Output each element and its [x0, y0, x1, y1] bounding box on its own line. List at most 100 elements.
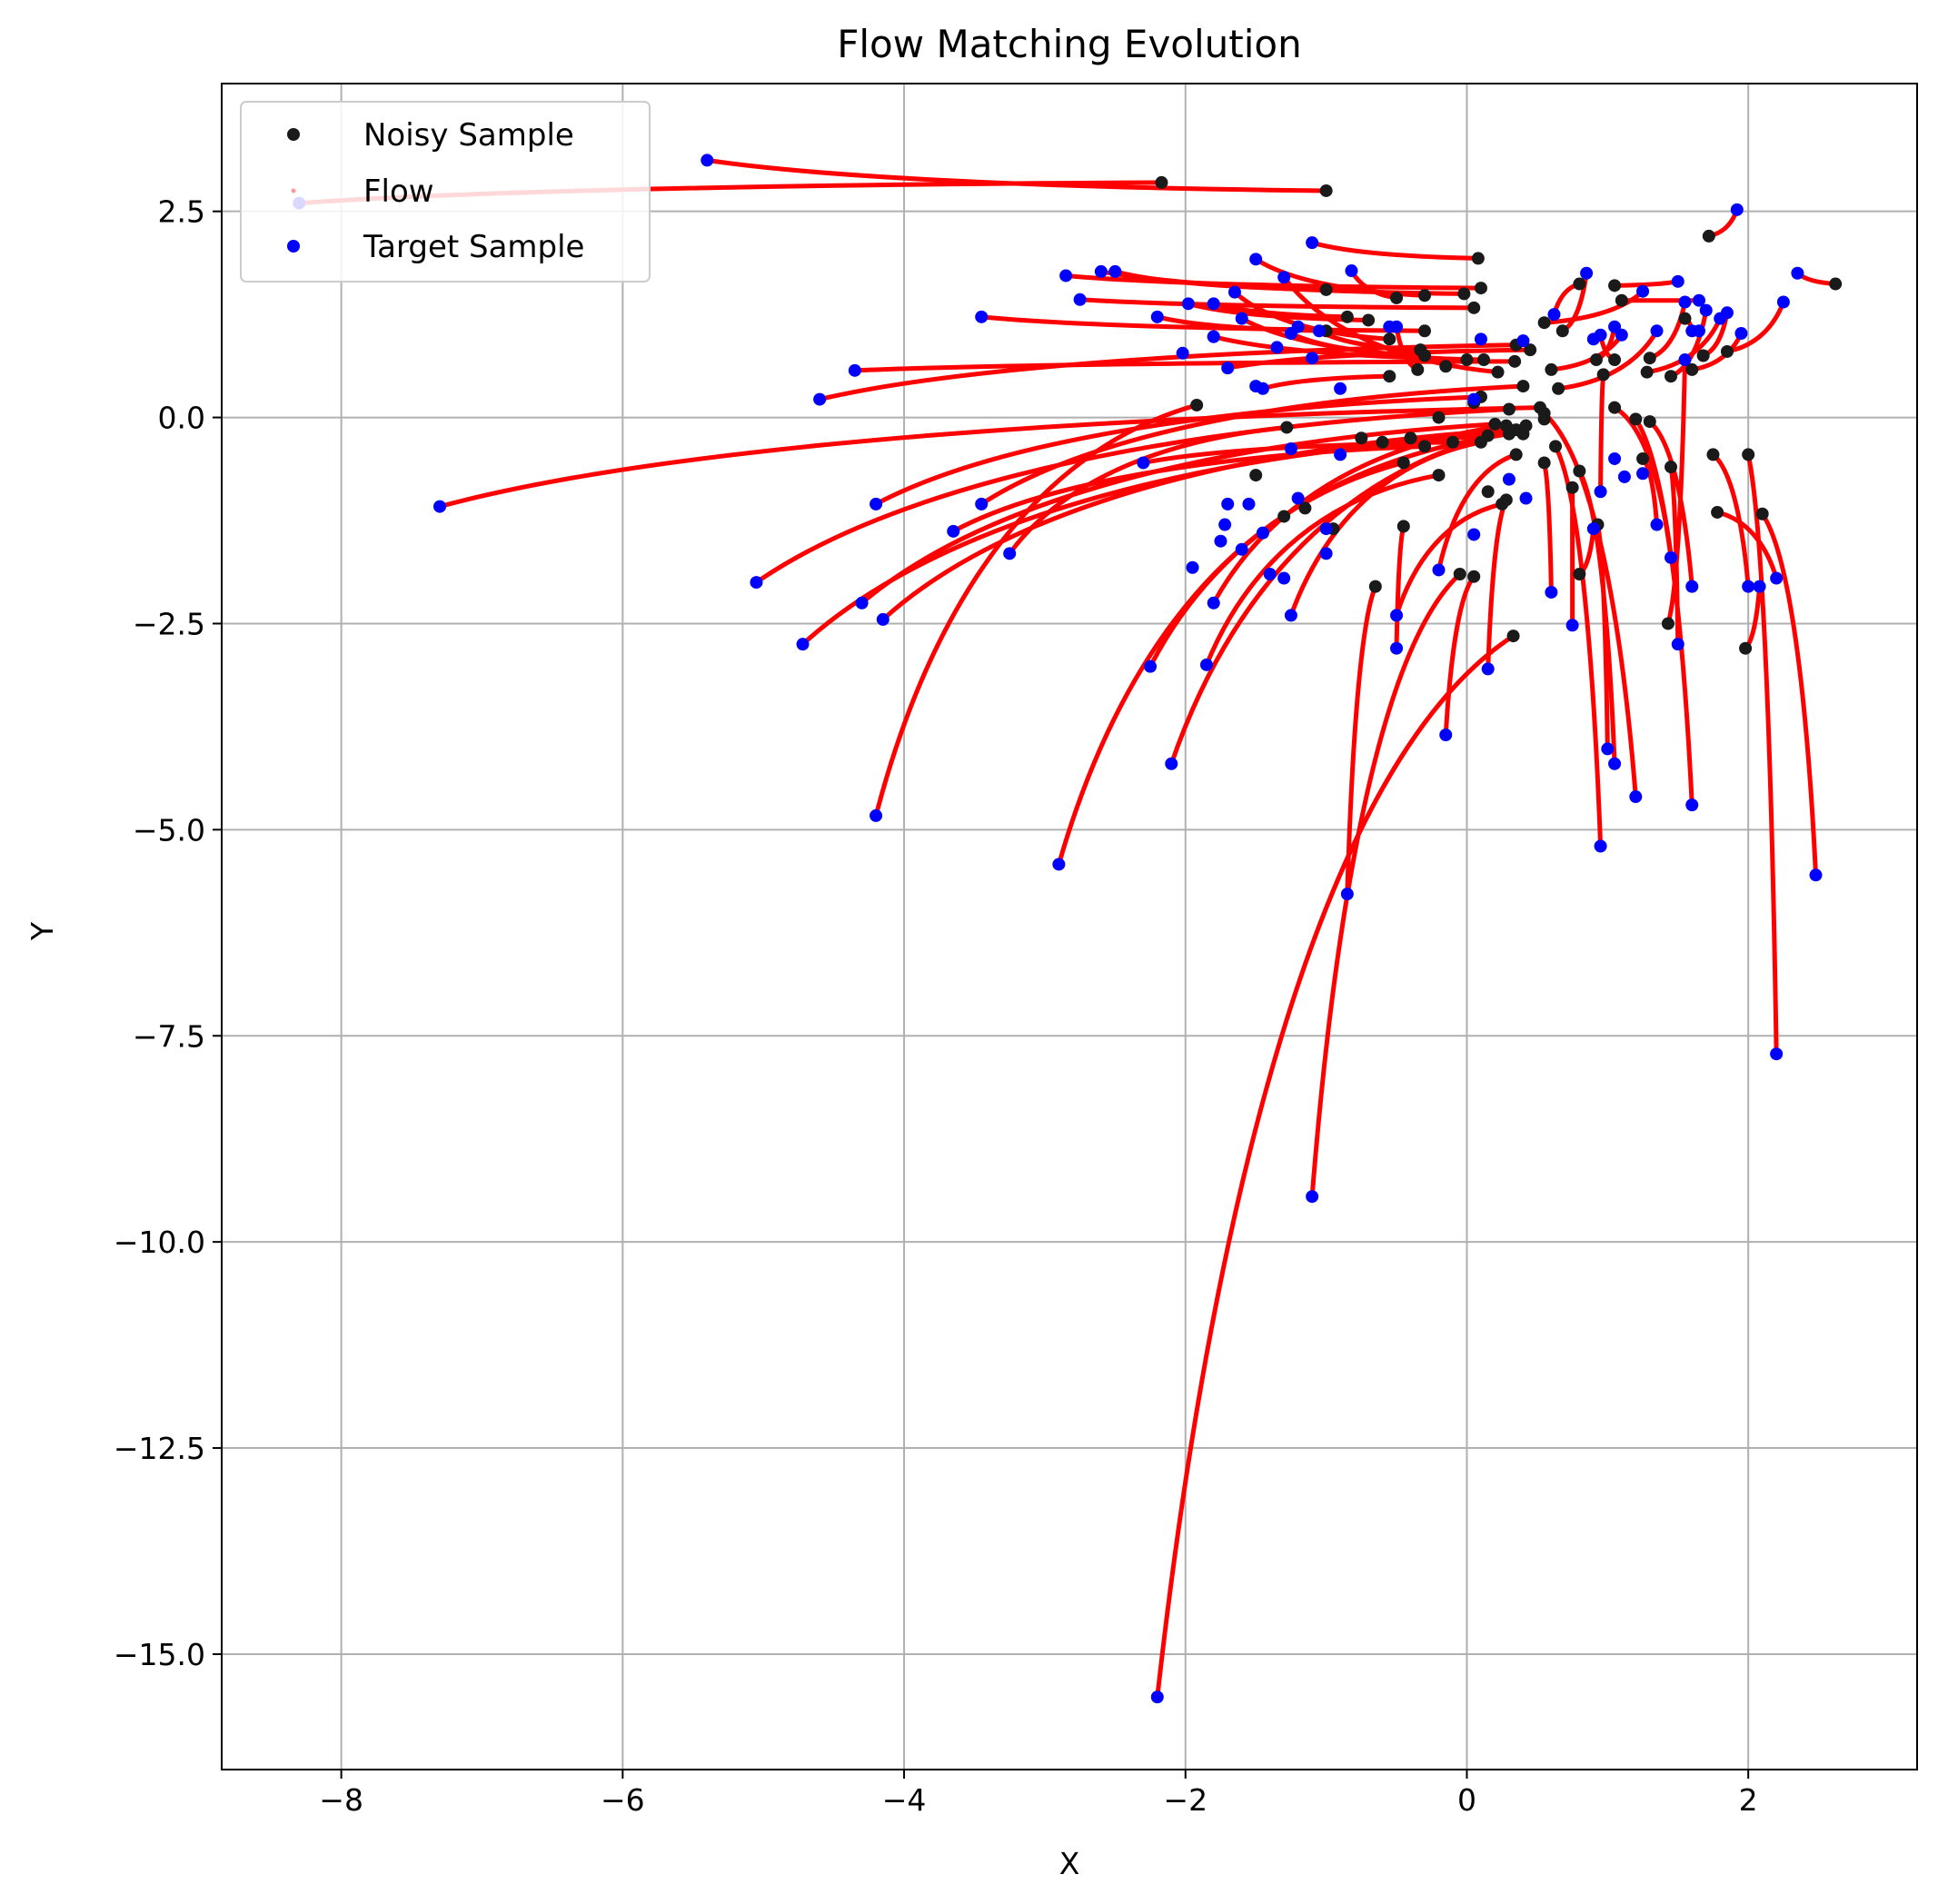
- noisy-point: [1411, 362, 1425, 376]
- noisy-point: [1640, 365, 1654, 379]
- target-point: [1277, 571, 1291, 585]
- target-point: [1742, 580, 1755, 593]
- noisy-point: [1499, 419, 1513, 432]
- y-tick-label: −12.5: [114, 1431, 205, 1466]
- target-point: [1734, 326, 1748, 340]
- target-point: [433, 500, 447, 513]
- target-point: [1263, 568, 1277, 581]
- target-point: [1516, 334, 1530, 348]
- legend-flow-marker: [291, 188, 296, 193]
- flow-line: [1260, 373, 1392, 392]
- noisy-point: [1460, 353, 1474, 367]
- target-point: [701, 154, 714, 167]
- target-point: [1383, 320, 1396, 333]
- flow-line: [1394, 523, 1406, 651]
- target-point: [1594, 485, 1607, 499]
- noisy-point: [1340, 310, 1354, 323]
- flow-line: [880, 427, 1512, 622]
- target-point: [1340, 888, 1354, 901]
- noisy-point: [1552, 382, 1565, 395]
- flow-line: [817, 342, 1519, 402]
- x-tick-label: −4: [882, 1782, 927, 1818]
- noisy-point: [1376, 435, 1389, 449]
- noisy-point: [1573, 277, 1586, 291]
- noisy-point: [1643, 415, 1656, 429]
- legend-target-marker: [287, 240, 300, 253]
- target-point: [1580, 266, 1594, 280]
- target-point: [1270, 341, 1284, 354]
- x-tick-label: −6: [601, 1782, 645, 1818]
- target-point: [1199, 658, 1213, 671]
- noisy-point: [1396, 520, 1410, 533]
- noisy-point: [1702, 229, 1715, 243]
- target-point: [1221, 362, 1235, 375]
- noisy-point: [1249, 469, 1263, 482]
- target-point: [1629, 790, 1643, 804]
- target-point: [975, 310, 989, 323]
- target-point: [1594, 839, 1607, 853]
- noisy-point: [1418, 349, 1432, 362]
- noisy-point: [1742, 448, 1755, 461]
- legend-noisy-label: Noisy Sample: [363, 117, 574, 154]
- flow-line: [1309, 571, 1463, 1199]
- target-point: [1467, 528, 1481, 541]
- target-point: [1207, 297, 1220, 311]
- target-point: [1137, 456, 1150, 470]
- noisy-point: [1739, 641, 1753, 655]
- target-point: [876, 612, 889, 626]
- noisy-point: [1439, 360, 1453, 373]
- y-tick-label: 2.5: [158, 194, 205, 230]
- legend-noisy-marker: [287, 128, 300, 141]
- target-point: [870, 497, 883, 511]
- flow-line: [1724, 300, 1786, 354]
- target-point: [1150, 1691, 1164, 1704]
- noisy-point: [1491, 365, 1505, 379]
- target-point: [1685, 798, 1699, 812]
- target-point: [1221, 497, 1235, 511]
- noisy-point: [1418, 289, 1432, 302]
- target-point: [1176, 346, 1189, 360]
- target-point: [1770, 571, 1784, 585]
- noisy-point: [1390, 291, 1404, 304]
- target-point: [1671, 274, 1685, 288]
- target-point: [947, 524, 960, 538]
- noisy-point: [1418, 440, 1432, 453]
- target-point: [1218, 518, 1232, 531]
- y-tick-label: −15.0: [114, 1637, 205, 1672]
- noisy-point: [1496, 497, 1509, 511]
- flow-line: [1443, 574, 1476, 738]
- noisy-point: [1508, 354, 1522, 368]
- noisy-point: [1608, 401, 1622, 414]
- noisy-point: [1678, 312, 1692, 325]
- target-point: [1334, 448, 1347, 461]
- target-point: [1699, 303, 1713, 317]
- x-tick-label: −8: [319, 1782, 363, 1818]
- target-point: [1519, 491, 1533, 505]
- noisy-point: [1190, 398, 1204, 412]
- target-point: [1181, 297, 1195, 311]
- noisy-point: [1615, 293, 1628, 307]
- noisy-point: [1537, 412, 1551, 426]
- noisy-point: [1471, 252, 1485, 265]
- noisy-point: [1319, 183, 1333, 197]
- flow-line: [1668, 464, 1681, 647]
- target-point: [1165, 757, 1178, 770]
- target-point: [1249, 380, 1263, 393]
- noisy-point: [1696, 349, 1710, 362]
- target-point: [975, 497, 989, 511]
- y-tick-label: −7.5: [133, 1018, 205, 1054]
- noisy-point: [1589, 353, 1603, 367]
- legend-box: [240, 101, 651, 283]
- flow-line: [1595, 522, 1610, 751]
- flow-line: [1168, 427, 1519, 767]
- flow-line: [1633, 416, 1695, 808]
- flow-line: [1542, 289, 1645, 325]
- noisy-point: [1545, 362, 1558, 376]
- flow-line: [1211, 423, 1509, 606]
- target-point: [1291, 320, 1305, 333]
- legend-flow-label: Flow: [363, 174, 434, 210]
- target-point: [1636, 284, 1650, 298]
- flow-line: [1140, 440, 1456, 465]
- target-point: [1678, 295, 1692, 309]
